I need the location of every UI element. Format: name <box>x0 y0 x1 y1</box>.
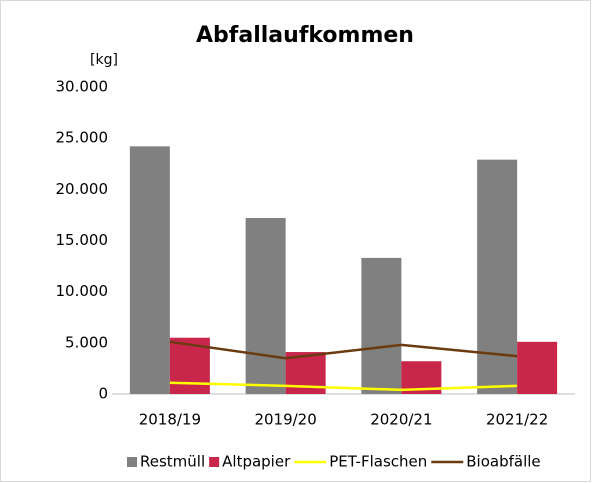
x-tick-label: 2021/22 <box>486 411 548 429</box>
line-series <box>169 381 518 392</box>
x-tick-label: 2019/20 <box>254 411 316 429</box>
bar <box>517 341 558 394</box>
y-tick-label: 30.000 <box>56 78 109 96</box>
y-tick-label: 5.000 <box>65 333 108 351</box>
x-tick-label: 2018/19 <box>139 411 201 429</box>
legend-swatch <box>127 457 137 467</box>
legend-label: PET-Flaschen <box>329 453 427 471</box>
legend-label: Restmüll <box>140 453 205 471</box>
y-tick-label: 0 <box>98 385 108 403</box>
legend-swatch <box>209 457 220 467</box>
chart-title: Abfallaufkommen <box>196 23 414 48</box>
y-tick-label: 25.000 <box>56 129 109 147</box>
bar <box>245 217 286 394</box>
legend-label: Bioabfälle <box>466 453 540 471</box>
y-tick-label: 15.000 <box>56 231 109 249</box>
legend-label: Altpapier <box>222 453 291 471</box>
y-tick-label: 20.000 <box>56 180 109 198</box>
x-tick-label: 2020/21 <box>370 411 432 429</box>
y-tick-label: 10.000 <box>56 282 109 300</box>
bar <box>361 257 402 394</box>
line-series <box>169 340 518 360</box>
bar <box>477 159 518 394</box>
bar <box>129 146 170 394</box>
y-axis-unit: [kg] <box>90 52 118 68</box>
